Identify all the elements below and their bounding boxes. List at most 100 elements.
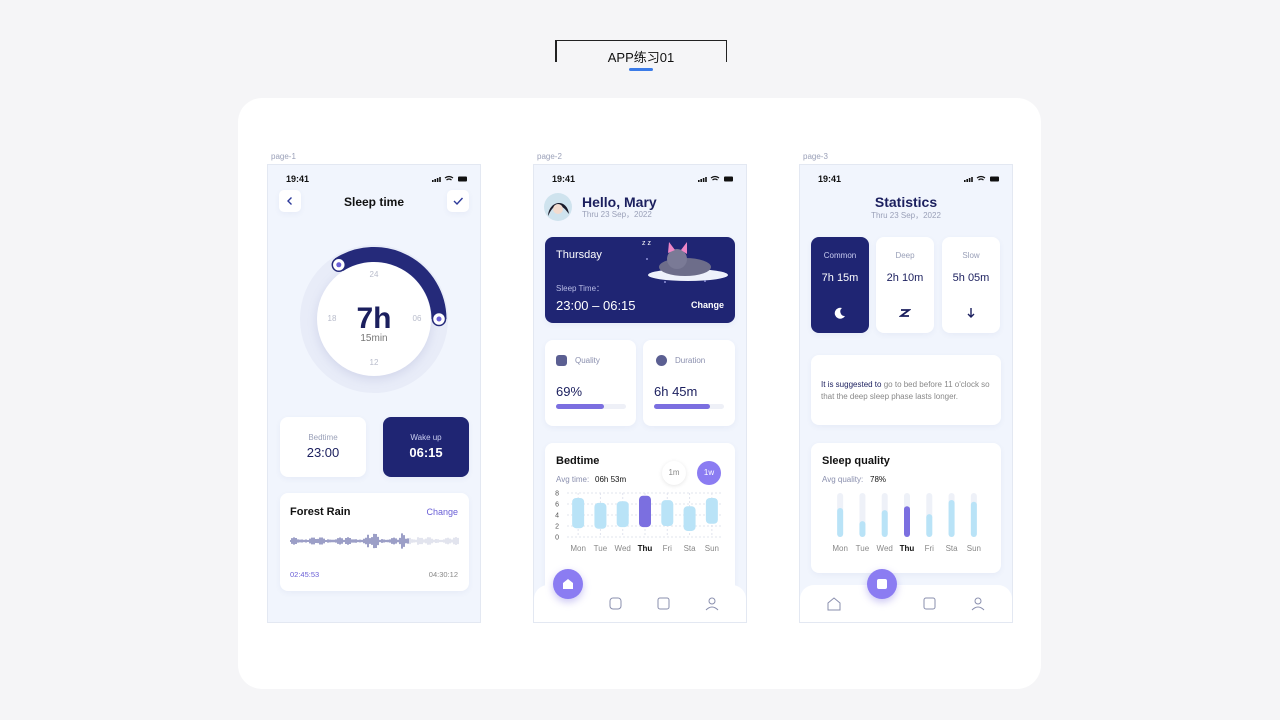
x-tick-label: Fri: [663, 544, 673, 553]
sleep-time-label: Sleep Time：: [556, 284, 605, 293]
bar: [948, 500, 955, 537]
tip-rest: go to bed before 11 o'clock so that the …: [821, 380, 990, 401]
signal-bar: [439, 177, 441, 182]
signal-bar: [971, 177, 973, 182]
stat-card[interactable]: Common 7h 15m: [811, 237, 869, 333]
avg-label: Avg time:: [556, 475, 590, 484]
tip-lead: It is suggested to: [821, 380, 882, 389]
card-change[interactable]: Change: [690, 300, 724, 310]
wifi: [444, 175, 454, 181]
bedtime-chart: 0 2 4 6 8 Mon Tue Wed Thu Fri Sta Sun: [555, 491, 723, 553]
stat-card[interactable]: Slow 5h 05m: [942, 237, 1000, 333]
toggle[interactable]: [697, 461, 721, 485]
bar: [904, 506, 910, 537]
stat-value: 2h 10m: [886, 272, 924, 284]
date: Thru 23 Sep，2022: [871, 211, 941, 220]
signal-bar: [964, 180, 966, 182]
stat-card[interactable]: Deep 2h 10m: [876, 237, 934, 333]
sound-total: 04:30:12: [428, 570, 458, 579]
phone-3: 19:41 Statistics Thru 23 Sep，2022 Common…: [800, 165, 1012, 622]
bar: [616, 501, 629, 528]
back-button[interactable]: [279, 190, 301, 212]
signal-bar: [432, 180, 434, 182]
y-tick-label: 6: [555, 502, 559, 509]
waveform: [290, 533, 459, 549]
status-time: 19:41: [552, 174, 576, 184]
y-tick-label: 2: [555, 524, 559, 531]
nav-bar: [800, 585, 1012, 622]
dial-mark: 24: [369, 270, 379, 279]
quality-value: 69%: [556, 384, 583, 399]
toggle[interactable]: [662, 461, 686, 485]
y-tick-label: 0: [555, 535, 559, 542]
sound-card: Forest Rain Change 02:45:53 04:30:12: [280, 493, 469, 591]
avatar: [544, 193, 572, 221]
dial-mark: 12: [369, 358, 379, 367]
stat-label: Common: [823, 251, 857, 260]
quality-label: Quality: [575, 356, 600, 365]
status-time: 19:41: [286, 174, 310, 184]
signal-bar: [966, 179, 968, 182]
svg-text:z z: z z: [642, 240, 651, 247]
bar: [970, 501, 977, 537]
bar: [859, 521, 866, 537]
tip-card: It is suggested to go to bed before 11 o…: [811, 355, 1001, 425]
duration-icon: [656, 355, 667, 366]
status-icons: [698, 175, 733, 182]
avg-label: Avg quality:: [822, 475, 864, 484]
card-day: Thursday: [556, 249, 602, 261]
stats-button[interactable]: [867, 569, 897, 599]
status-icons: [964, 175, 999, 182]
signal-bar: [968, 178, 971, 182]
dial-hours: 7h: [356, 302, 392, 335]
screen-title: Sleep time: [343, 195, 405, 209]
x-tick-label: Wed: [615, 544, 631, 553]
toggle-label: 1m: [668, 468, 680, 477]
x-tick-label: Thu: [900, 544, 915, 553]
page-label: page-1: [271, 152, 296, 161]
bar: [572, 497, 585, 529]
stat-label: Deep: [895, 251, 915, 260]
battery: [724, 176, 733, 182]
bedtime-card[interactable]: Bedtime 23:00: [280, 417, 366, 477]
wifi: [976, 175, 986, 181]
bar: [705, 497, 718, 524]
phone-2: 19:41 Hello, Mary Thru 23 Sep，2022 z z T…: [534, 165, 746, 622]
confirm-button[interactable]: [447, 190, 469, 212]
quality-chart-card: Sleep quality Avg quality: 78% Mon Tue Wed…: [811, 443, 1001, 573]
bedtime-label: Bedtime: [308, 433, 338, 442]
x-tick-label: Fri: [925, 544, 935, 553]
sound-change[interactable]: Change: [426, 507, 458, 517]
bedtime-time: 23:00: [306, 445, 340, 460]
battery: [458, 176, 467, 182]
duration-label: Duration: [675, 356, 706, 365]
x-tick-label: Mon: [570, 544, 586, 553]
date: Thru 23 Sep，2022: [582, 210, 652, 219]
bar: [639, 495, 651, 528]
duration-card: Duration 6h 45m: [643, 340, 735, 426]
wifi: [710, 175, 720, 181]
bar: [594, 502, 607, 529]
cat-illustration: z z: [642, 240, 728, 283]
wakeup-card[interactable]: Wake up 06:15: [383, 417, 469, 477]
stat-value: 7h 15m: [821, 272, 859, 284]
bar: [683, 506, 696, 531]
dial-mark: 18: [327, 314, 337, 323]
stat-value: 5h 05m: [952, 272, 990, 284]
x-tick-label: Sun: [705, 544, 719, 553]
home-button[interactable]: [553, 569, 583, 599]
x-tick-label: Tue: [856, 544, 870, 553]
header-frame: [555, 40, 727, 62]
wakeup-label: Wake up: [410, 433, 442, 442]
tip-text: It is suggested to go to bed before 11 o…: [821, 379, 993, 403]
signal-bar: [705, 177, 707, 182]
x-tick-label: Tue: [594, 544, 608, 553]
x-tick-label: Mon: [832, 544, 848, 553]
y-tick-label: 8: [555, 491, 559, 498]
bar: [926, 514, 933, 537]
signal-bar: [698, 180, 700, 182]
sleep-range: 23:00 – 06:15: [556, 298, 636, 313]
avg-value: 78%: [870, 475, 887, 484]
duration-progress: [654, 404, 710, 409]
y-tick-label: 4: [555, 513, 559, 520]
